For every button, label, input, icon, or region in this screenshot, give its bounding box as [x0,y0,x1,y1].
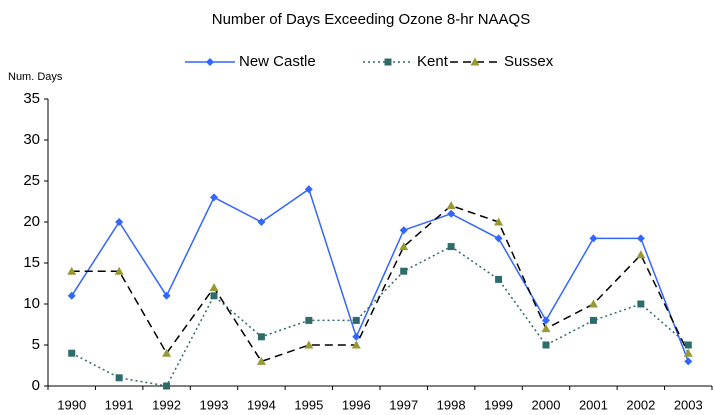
x-tick-label: 1992 [152,397,181,412]
marker [352,332,361,341]
y-tick-label: 20 [23,213,40,230]
marker [541,324,551,333]
legend-marker [470,57,480,66]
marker [542,316,550,325]
marker [305,316,313,324]
x-tick-label: 1993 [200,397,229,412]
marker [163,382,171,390]
marker [636,234,645,243]
marker [495,275,503,283]
marker [684,357,693,366]
series-line [71,245,689,387]
marker [67,291,76,300]
marker [446,201,456,210]
y-tick-label: 30 [23,131,40,148]
marker [210,292,218,300]
marker [684,341,692,349]
x-tick-label: 2002 [626,397,655,412]
y-tick-label: 35 [23,90,40,107]
marker [162,291,171,300]
marker [257,218,266,226]
legend-label: Sussex [504,53,554,70]
x-tick-label: 1997 [389,397,418,412]
x-tick-label: 1999 [484,397,513,412]
marker [589,316,597,324]
y-tick-label: 10 [23,295,40,312]
y-tick-label: 0 [32,377,40,394]
marker [115,374,123,382]
marker [162,348,172,357]
x-tick-label: 2000 [532,397,561,412]
marker [114,266,124,275]
marker [494,234,503,243]
marker [637,300,645,308]
x-tick-label: 2001 [579,397,608,412]
marker [494,217,504,226]
marker [400,267,408,275]
marker [447,243,455,251]
marker [636,250,646,259]
legend-label: New Castle [239,53,316,70]
y-tick-label: 15 [23,254,40,271]
x-tick-label: 1996 [342,397,371,412]
marker [68,349,76,357]
marker [67,266,77,275]
x-tick-label: 1995 [294,397,323,412]
x-tick-label: 1994 [247,397,276,412]
marker [399,226,408,235]
chart-title: Number of Days Exceeding Ozone 8-hr NAAQ… [212,11,530,28]
legend-label: Kent [417,53,449,70]
marker [352,316,360,324]
marker [447,209,456,218]
legend-marker [206,58,214,66]
series-line [71,188,689,362]
y-axis-label: Num. Days [8,71,63,83]
marker [257,333,265,341]
marker [542,341,550,349]
x-tick-label: 2003 [674,397,703,412]
marker [683,348,693,357]
marker [588,299,598,308]
marker [399,242,409,251]
marker [304,185,313,194]
x-tick-label: 1990 [57,397,86,412]
y-tick-label: 5 [32,336,40,353]
legend-marker [384,58,392,66]
marker [351,340,361,349]
marker [256,356,266,365]
marker [304,340,314,349]
marker [210,193,218,202]
x-tick-label: 1998 [437,397,466,412]
marker [589,234,598,243]
marker [115,218,124,226]
x-tick-label: 1991 [105,397,134,412]
y-tick-label: 25 [23,172,40,189]
marker [209,283,219,292]
